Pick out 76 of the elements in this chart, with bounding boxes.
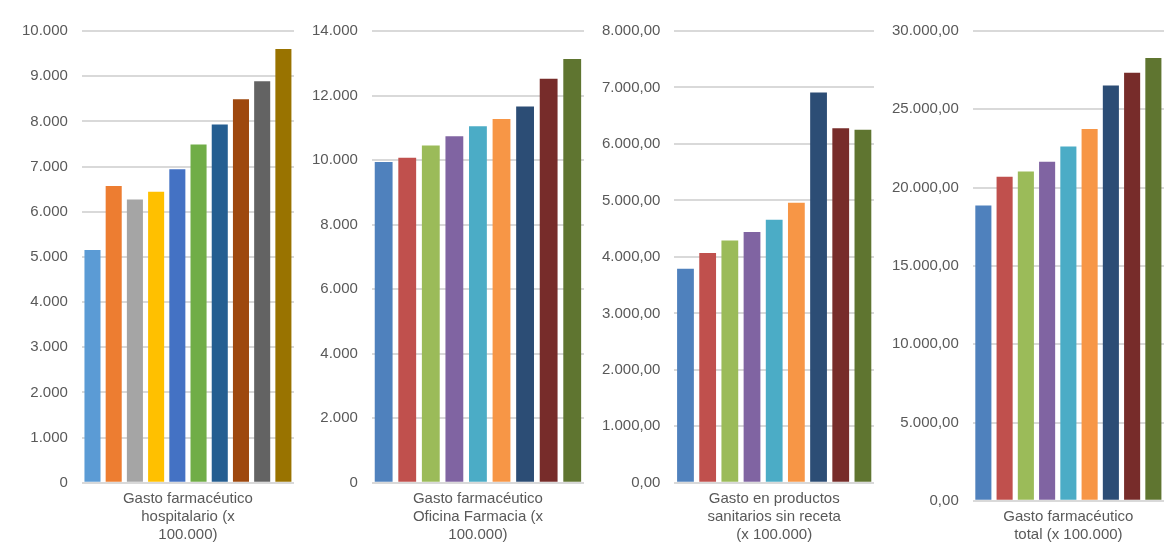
bar bbox=[721, 240, 739, 482]
x-axis-title: Gasto farmacéutico Oficina Farmacia (x 100.000) bbox=[412, 489, 544, 543]
bar bbox=[1017, 171, 1034, 500]
bar bbox=[563, 59, 582, 482]
bar bbox=[169, 169, 186, 482]
y-tick-label: 6.000,00 bbox=[602, 134, 661, 152]
bar bbox=[539, 78, 558, 482]
bar bbox=[148, 191, 165, 482]
bar bbox=[190, 144, 207, 482]
y-tick-label: 5.000 bbox=[30, 247, 68, 265]
bar bbox=[832, 128, 850, 482]
bar bbox=[421, 145, 440, 482]
y-tick-label: 5.000,00 bbox=[900, 412, 959, 430]
bar bbox=[1039, 161, 1056, 500]
bar bbox=[445, 136, 464, 482]
y-tick-label: 1.000,00 bbox=[602, 416, 661, 434]
y-tick-label: 10.000,00 bbox=[892, 334, 959, 352]
y-tick-label: 25.000,00 bbox=[892, 99, 959, 117]
bar bbox=[1145, 57, 1162, 500]
bar bbox=[975, 205, 992, 500]
bar bbox=[492, 119, 511, 482]
y-tick-label: 4.000,00 bbox=[602, 247, 661, 265]
x-axis-title: Gasto en productos sanitarios sin receta (x 100.000) bbox=[707, 489, 842, 543]
bar bbox=[516, 106, 534, 482]
bar bbox=[398, 157, 417, 482]
bar bbox=[105, 185, 122, 482]
bar bbox=[699, 252, 717, 482]
y-tick-label: 4.000 bbox=[320, 343, 358, 361]
bar bbox=[84, 250, 101, 482]
y-tick-label: 30.000,00 bbox=[892, 21, 959, 39]
y-tick-label: 10.000 bbox=[311, 150, 358, 168]
bar bbox=[810, 92, 827, 482]
bar bbox=[232, 99, 249, 482]
y-tick-label: 3.000 bbox=[30, 337, 68, 355]
y-tick-label: 2.000 bbox=[30, 382, 68, 400]
y-tick-label: 6.000 bbox=[320, 279, 358, 297]
bar bbox=[374, 162, 393, 482]
y-tick-label: 2.000,00 bbox=[602, 359, 661, 377]
bar bbox=[743, 232, 761, 482]
y-tick-label: 3.000,00 bbox=[602, 303, 661, 321]
x-axis-title: Gasto farmacéutico hospitalario (x 100.000) bbox=[122, 489, 253, 543]
y-tick-label: 14.000 bbox=[311, 21, 358, 39]
y-tick-label: 8.000 bbox=[320, 214, 358, 232]
bar bbox=[126, 199, 143, 482]
bar bbox=[996, 176, 1013, 500]
y-tick-label: 12.000 bbox=[311, 85, 358, 103]
bar bbox=[1060, 146, 1077, 500]
bar bbox=[469, 126, 487, 482]
y-tick-label: 10.000 bbox=[21, 21, 68, 39]
y-tick-label: 15.000,00 bbox=[892, 256, 959, 274]
bar bbox=[275, 49, 292, 482]
bar bbox=[677, 268, 694, 482]
y-tick-label: 5.000,00 bbox=[602, 190, 661, 208]
y-tick-label: 6.000 bbox=[30, 201, 68, 219]
y-tick-label: 20.000,00 bbox=[892, 177, 959, 195]
y-tick-label: 0 bbox=[59, 472, 68, 490]
y-tick-label: 0,00 bbox=[631, 472, 661, 490]
y-tick-label: 8.000 bbox=[30, 111, 68, 129]
y-tick-label: 8.000,00 bbox=[602, 21, 661, 39]
y-tick-label: 7.000,00 bbox=[602, 77, 661, 95]
x-axis-title: Gasto farmacéutico total (x 100.000) bbox=[1003, 507, 1134, 543]
y-tick-label: 1.000 bbox=[30, 427, 68, 445]
y-tick-label: 9.000 bbox=[30, 66, 68, 84]
bar bbox=[854, 129, 872, 482]
bar bbox=[787, 202, 805, 482]
bar bbox=[211, 124, 228, 482]
y-tick-label: 0,00 bbox=[929, 490, 959, 508]
bar bbox=[765, 219, 783, 482]
y-tick-label: 0 bbox=[349, 472, 358, 490]
bar bbox=[1081, 128, 1098, 500]
bar bbox=[1124, 72, 1141, 500]
y-tick-label: 2.000 bbox=[320, 408, 358, 426]
y-tick-label: 7.000 bbox=[30, 156, 68, 174]
bar bbox=[1102, 85, 1119, 500]
bar bbox=[254, 81, 271, 482]
y-tick-label: 4.000 bbox=[30, 292, 68, 310]
